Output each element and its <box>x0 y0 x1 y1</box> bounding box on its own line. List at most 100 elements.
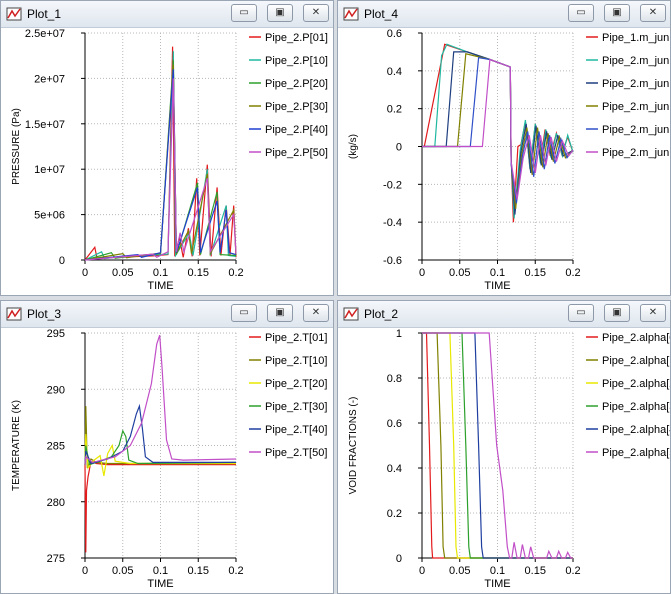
y-tick-label: 0 <box>396 553 402 565</box>
x-tick-label: 0.05 <box>449 565 470 577</box>
x-tick-label: 0.1 <box>490 565 505 577</box>
y-tick-label: 1e+07 <box>34 164 65 176</box>
pressure-chart: 0 0.05 0.1 0.15 0.2 0 5e+06 1e+07 1.5e+07 2e+07 2.… <box>11 28 328 292</box>
y-tick-label: -0.6 <box>383 255 402 267</box>
minimize-button[interactable]: ▭ <box>568 304 594 322</box>
x-tick-label: 0.15 <box>525 267 546 279</box>
maximize-button[interactable]: ▣ <box>604 4 630 22</box>
legend-label: Pipe_2.P[40] <box>265 124 328 136</box>
x-tick-label: 0.15 <box>525 565 546 577</box>
legend-label: Pipe_2.m_jun[40] <box>602 124 670 136</box>
maximize-button[interactable]: ▣ <box>267 4 293 22</box>
close-button[interactable]: ✕ <box>640 4 666 22</box>
x-axis-title: TIME <box>484 280 510 292</box>
y-tick-label: -0.4 <box>383 217 402 229</box>
legend-label: Pipe_2.T[01] <box>265 332 327 344</box>
x-tick-label: 0.1 <box>153 565 168 577</box>
legend-label: Pipe_2.alpha[40] <box>602 424 670 436</box>
close-button[interactable]: ✕ <box>303 304 329 322</box>
window-titlebar[interactable]: Plot_3 ▭ ▣ ✕ <box>1 301 333 328</box>
y-tick-label: 2e+07 <box>34 73 65 85</box>
y-tick-label: 1.5e+07 <box>25 119 65 131</box>
series-line-5 <box>422 56 574 204</box>
y-tick-label: 0 <box>59 255 65 267</box>
x-tick-label: 0 <box>82 565 88 577</box>
series-line-6 <box>422 58 574 200</box>
series-line-3 <box>422 51 574 215</box>
legend-label: Pipe_2.P[01] <box>265 32 328 44</box>
plot-window-1[interactable]: Plot_1 ▭ ▣ ✕ 0 0.05 0.1 0.15 0.2 0 5e+06 1e+07 1… <box>0 0 334 296</box>
y-tick-label: 0.6 <box>387 28 402 40</box>
minimize-button[interactable]: ▭ <box>231 304 257 322</box>
window-titlebar[interactable]: Plot_2 ▭ ▣ ✕ <box>338 301 670 328</box>
legend-label: Pipe_2.T[10] <box>265 355 327 367</box>
y-axis-title: (kg/s) <box>348 134 359 159</box>
window-title: Plot_1 <box>27 7 62 21</box>
x-tick-label: 0.1 <box>490 267 505 279</box>
legend-label: Pipe_2.P[50] <box>265 147 328 159</box>
y-tick-label: 290 <box>47 384 65 396</box>
x-tick-label: 0.05 <box>112 565 133 577</box>
x-tick-label: 0 <box>419 267 425 279</box>
window-titlebar[interactable]: Plot_1 ▭ ▣ ✕ <box>1 1 333 28</box>
x-axis-title: TIME <box>147 578 173 590</box>
y-tick-label: -0.2 <box>383 179 402 191</box>
legend-label: Pipe_2.P[20] <box>265 78 328 90</box>
minimize-button[interactable]: ▭ <box>568 4 594 22</box>
legend-label: Pipe_2.m_jun[10] <box>602 55 670 67</box>
y-tick-label: 295 <box>47 328 65 340</box>
temperature-chart: 0 0.05 0.1 0.15 0.2 275 280 285 290 295 TIME TEMPER… <box>11 328 327 590</box>
series-line-6 <box>84 78 237 261</box>
y-tick-label: 2.5e+07 <box>25 28 65 40</box>
x-tick-label: 0.2 <box>228 565 243 577</box>
y-tick-label: 0 <box>396 142 402 154</box>
x-tick-label: 0 <box>82 267 88 279</box>
x-tick-label: 0.2 <box>565 565 580 577</box>
plot-window-4[interactable]: Plot_4 ▭ ▣ ✕ 0 0.05 0.1 0.15 0.2 -0.6 -0.4 -0.2… <box>337 0 671 296</box>
window-title: Plot_2 <box>364 307 399 321</box>
plot-window-3[interactable]: Plot_3 ▭ ▣ ✕ 0 0.05 0.1 0.15 0.2 275 280 285 290… <box>0 300 334 594</box>
plot-app-icon <box>343 307 359 321</box>
y-tick-label: 0.2 <box>387 508 402 520</box>
y-tick-label: 280 <box>47 497 65 509</box>
series-line-4 <box>422 53 574 209</box>
plot-app-icon <box>6 7 22 21</box>
y-tick-label: 0.8 <box>387 373 402 385</box>
plot-window-2[interactable]: Plot_2 ▭ ▣ ✕ 0 0.05 0.1 0.15 0.2 0 0.2 0.4 0.6 0.… <box>337 300 671 594</box>
window-title: Plot_4 <box>364 7 399 21</box>
legend-label: Pipe_2.alpha[10] <box>602 355 670 367</box>
x-tick-label: 0 <box>419 565 425 577</box>
legend-label: Pipe_2.T[50] <box>265 447 327 459</box>
maximize-button[interactable]: ▣ <box>267 304 293 322</box>
y-axis-title: TEMPERATURE (K) <box>11 400 22 491</box>
series-line-3 <box>84 434 236 477</box>
y-tick-label: 5e+06 <box>34 210 65 222</box>
y-tick-label: 0.2 <box>387 104 402 116</box>
void-fraction-chart: 0 0.05 0.1 0.15 0.2 0 0.2 0.4 0.6 0.8 1 TIME VOID FR… <box>348 328 670 590</box>
plot-app-icon <box>6 307 22 321</box>
window-titlebar[interactable]: Plot_4 ▭ ▣ ✕ <box>338 1 670 28</box>
legend-label: Pipe_2.m_jun[30] <box>602 101 670 113</box>
legend-label: Pipe_2.m_jun[50] <box>602 147 670 159</box>
x-tick-label: 0.15 <box>188 565 209 577</box>
legend-label: Pipe_2.P[30] <box>265 101 328 113</box>
x-axis-title: TIME <box>147 280 173 292</box>
series-line-2 <box>422 43 574 219</box>
minimize-button[interactable]: ▭ <box>231 4 257 22</box>
series-line-6 <box>422 332 573 559</box>
close-button[interactable]: ✕ <box>640 304 666 322</box>
legend-label: Pipe_2.alpha[50] <box>602 447 670 459</box>
legend-label: Pipe_1.m_jun[21] <box>602 32 670 44</box>
y-tick-label: 0.4 <box>387 463 402 475</box>
legend-label: Pipe_2.T[30] <box>265 401 327 413</box>
x-tick-label: 0.2 <box>228 267 243 279</box>
legend-label: Pipe_2.alpha[30] <box>602 401 670 413</box>
legend-label: Pipe_2.alpha[01] <box>602 332 670 344</box>
series-line-5 <box>84 403 236 465</box>
x-tick-label: 0.2 <box>565 267 580 279</box>
y-tick-label: 1 <box>396 328 402 340</box>
x-tick-label: 0.15 <box>188 267 209 279</box>
legend-label: Pipe_2.P[10] <box>265 55 328 67</box>
close-button[interactable]: ✕ <box>303 4 329 22</box>
maximize-button[interactable]: ▣ <box>604 304 630 322</box>
